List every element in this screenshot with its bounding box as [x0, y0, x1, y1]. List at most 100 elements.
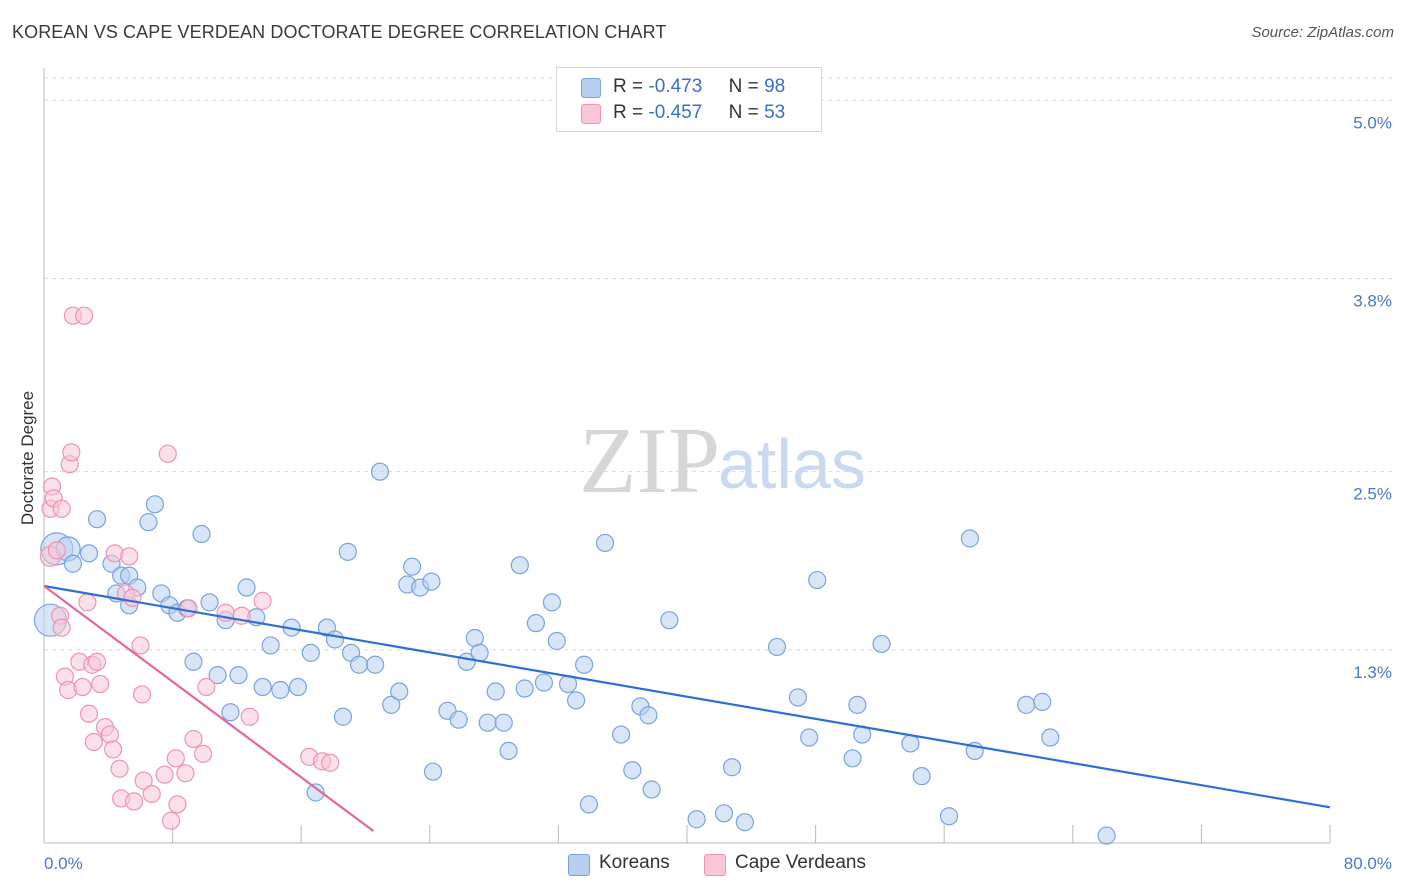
korean-point: [253, 677, 272, 697]
korean-point: [788, 688, 808, 707]
legend-label-koreans: Koreans: [599, 852, 670, 873]
legend-label-cape-verdeans: Cape Verdeans: [735, 852, 866, 873]
y-tick-label: 2.5%: [1353, 485, 1392, 504]
korean-point: [366, 655, 385, 674]
cape-verdean-point: [134, 771, 153, 790]
korean-point: [382, 695, 401, 714]
legend-stats: R = -0.473 N = 98 R = -0.457 N = 53: [556, 67, 822, 132]
watermark-zip: ZIP: [579, 409, 720, 513]
korean-point: [808, 570, 827, 590]
korean-point: [687, 810, 706, 829]
korean-point: [423, 762, 443, 781]
korean-point: [1033, 692, 1052, 711]
grid-layer: [44, 77, 1392, 651]
legend-text-koreans: R = -0.473 N = 98: [613, 76, 785, 98]
korean-point: [139, 513, 158, 532]
cape-verdean-point: [166, 749, 185, 768]
korean-point: [145, 495, 165, 514]
cape-verdean-point: [179, 599, 198, 618]
points-layer: [33, 306, 1116, 845]
korean-point: [526, 614, 545, 633]
korean-point: [229, 666, 248, 685]
korean-point: [486, 682, 505, 701]
korean-point: [208, 666, 227, 685]
korean-point: [515, 679, 534, 698]
cape-verdean-point: [253, 591, 272, 610]
korean-point: [660, 611, 679, 630]
korean-point: [767, 637, 787, 657]
cape-verdean-point: [184, 729, 203, 749]
cape-verdean-point: [321, 753, 340, 772]
cape-verdean-point: [52, 499, 71, 518]
legend-n-label: N =: [728, 76, 759, 97]
korean-point: [848, 695, 867, 714]
cape-verdean-point: [158, 444, 177, 463]
y-tick-label: 5.0%: [1353, 113, 1392, 132]
korean-point: [901, 734, 920, 753]
labels-layer: 1.3% 2.5% 3.8% 5.0% 0.0% 80.0% Doctorate Degre…: [18, 113, 1392, 873]
x-tick-label: 80.0%: [1344, 854, 1392, 873]
cape-verdean-point: [104, 740, 123, 759]
korean-point: [403, 557, 422, 576]
chart-title: KOREAN VS CAPE VERDEAN DOCTORATE DEGREE …: [12, 22, 667, 42]
cape-verdean-point: [47, 541, 66, 560]
korean-point: [200, 593, 219, 612]
korean-point: [370, 462, 390, 481]
legend-r-value: -0.457: [648, 102, 703, 123]
cape-verdean-point: [194, 744, 213, 763]
korean-point: [939, 807, 959, 826]
korean-point: [237, 578, 256, 597]
korean-trend-line: [43, 584, 1331, 809]
cape-verdean-point: [176, 764, 195, 783]
korean-point: [478, 713, 497, 732]
axes-layer: [43, 68, 1331, 844]
korean-point: [470, 643, 489, 662]
cape-verdean-point: [84, 732, 103, 752]
cape-verdean-point: [131, 636, 150, 655]
legend-r-label: R =: [613, 102, 644, 123]
korean-point: [288, 677, 308, 697]
korean-point: [63, 554, 83, 573]
korean-point: [390, 682, 409, 701]
cape-verdean-point: [197, 677, 216, 697]
cape-verdean-point: [155, 765, 174, 784]
cape-verdean-point: [240, 707, 259, 726]
cape-verdean-point: [91, 674, 110, 694]
legend-n-value: 98: [764, 76, 786, 97]
source-label: Source: ZipAtlas.com: [1251, 24, 1394, 41]
cape-verdean-point: [123, 588, 142, 608]
korean-point: [547, 631, 566, 651]
cape-verdean-point: [132, 685, 152, 704]
cape-verdean-point: [124, 792, 144, 811]
korean-point: [1041, 728, 1060, 747]
watermark-atlas: atlas: [718, 425, 866, 503]
korean-point: [575, 655, 594, 674]
cape-verdean-point: [62, 443, 81, 462]
cape-verdean-point: [78, 593, 97, 612]
korean-point: [735, 813, 754, 832]
cape-verdean-point: [168, 795, 187, 814]
korean-point: [338, 542, 357, 561]
y-axis-label: Doctorate Degree: [18, 391, 37, 525]
korean-point: [449, 710, 468, 729]
korean-point: [221, 703, 240, 722]
korean-point: [499, 741, 518, 761]
korean-point: [912, 767, 931, 786]
legend-text-cape-verdeans: R = -0.457 N = 53: [613, 102, 785, 124]
korean-point: [422, 572, 441, 591]
legend-n-label: N =: [728, 102, 759, 123]
cape-verdean-point: [52, 618, 71, 637]
korean-point: [261, 636, 280, 655]
cape-verdean-trend-line: [43, 585, 375, 832]
cape-verdean-point: [100, 725, 120, 744]
korean-point: [566, 691, 586, 710]
y-tick-label: 3.8%: [1353, 292, 1392, 311]
korean-point: [1097, 826, 1116, 845]
legend-swatch-cape-verdeans: [704, 854, 726, 876]
korean-point: [79, 544, 99, 563]
korean-point: [579, 795, 599, 814]
korean-point: [325, 630, 345, 649]
legend-swatch-cape-verdeans: [581, 104, 601, 124]
cape-verdean-point: [110, 759, 129, 778]
cape-verdean-point: [73, 677, 92, 697]
